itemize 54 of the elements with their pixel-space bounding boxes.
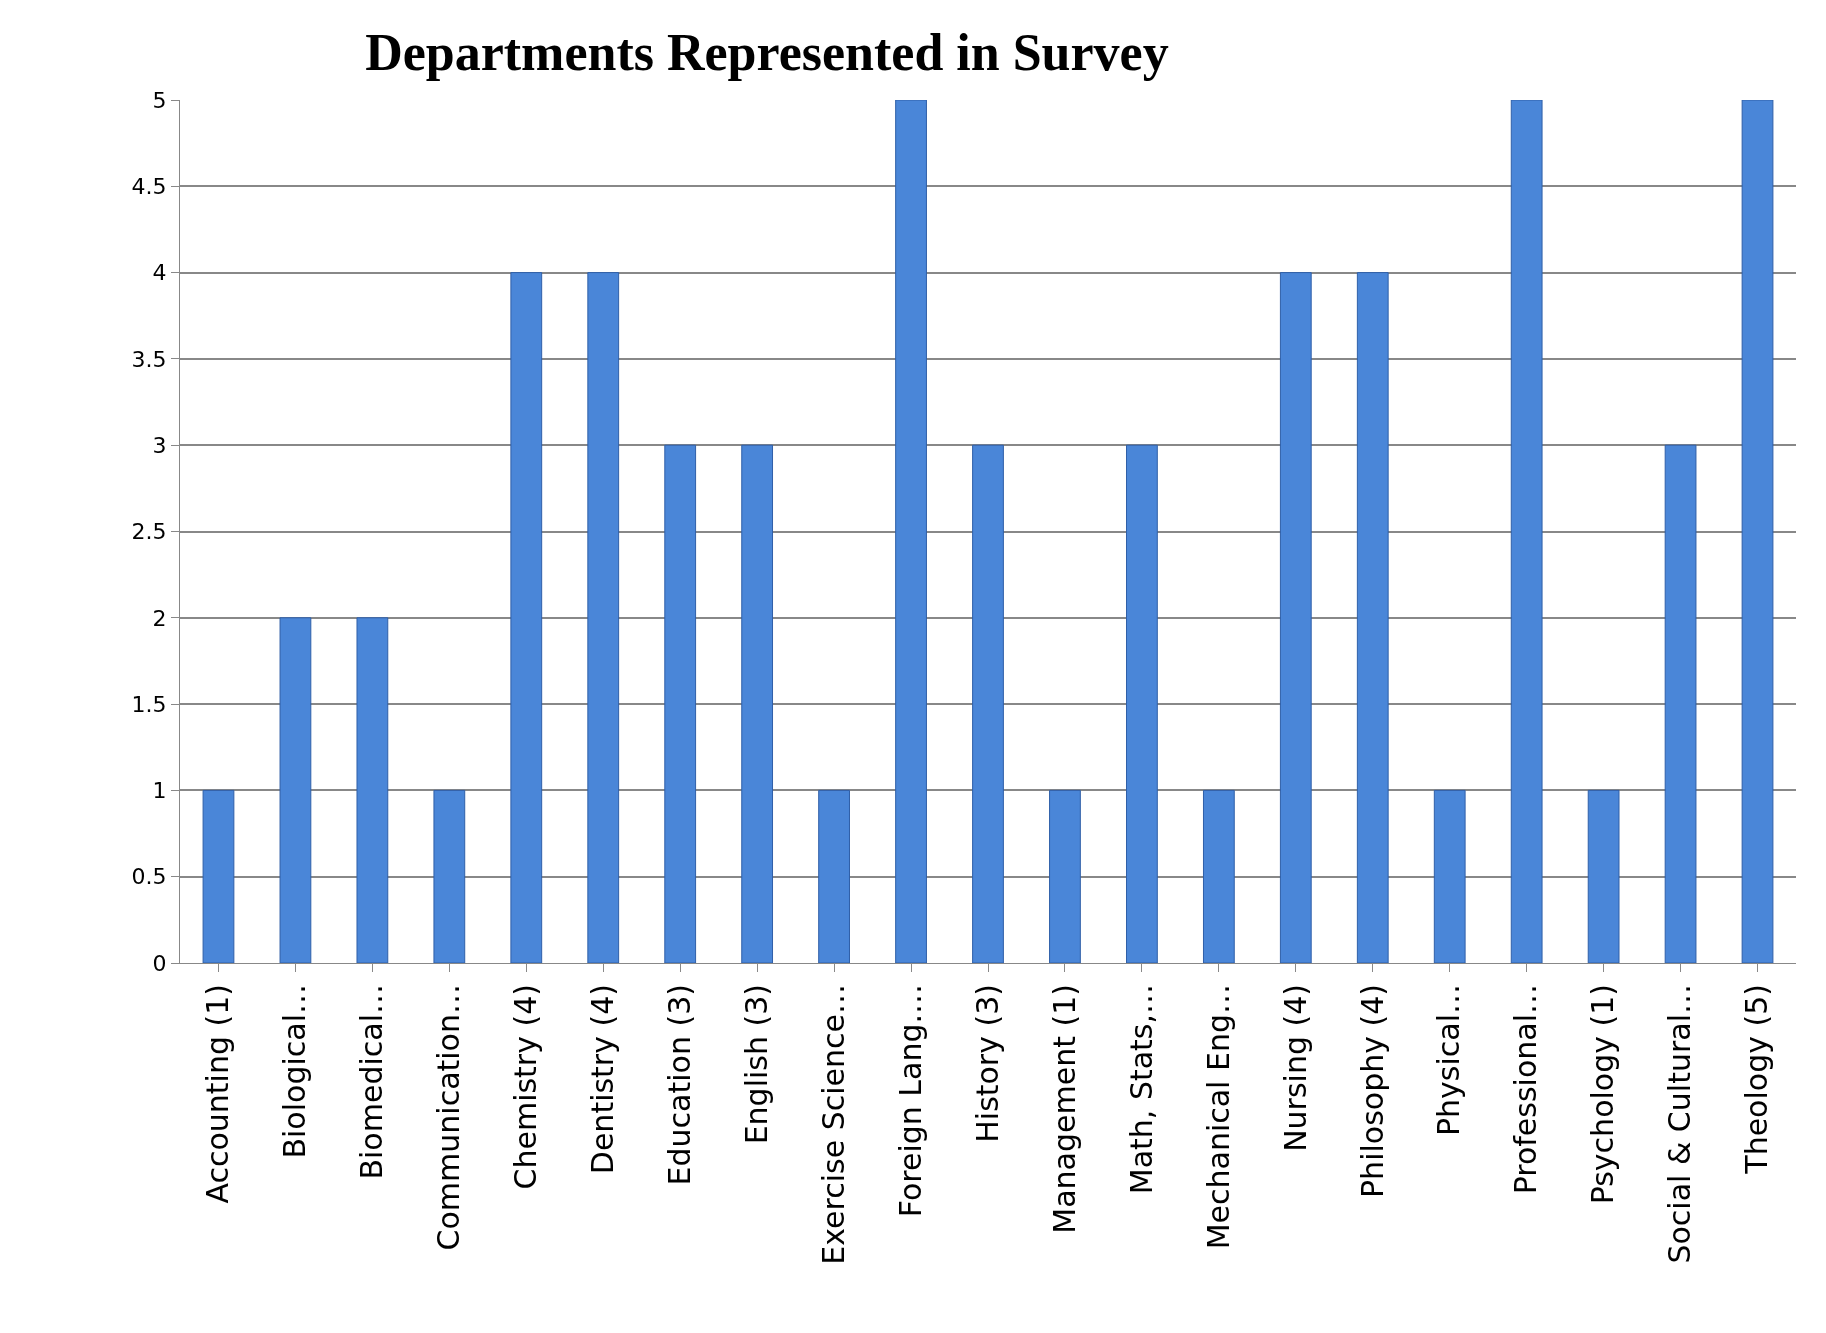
x-tick-label: Biological…: [277, 984, 313, 1159]
chart-title: Departments Represented in Survey: [365, 23, 1169, 81]
y-tick-label: 2.5: [131, 519, 167, 545]
x-tick-label: Nursing (4): [1277, 984, 1313, 1152]
y-tick-label: 1.5: [131, 691, 167, 717]
y-tick-label: 3.5: [131, 346, 167, 372]
x-tick-label: History (3): [969, 984, 1005, 1143]
bar: [1510, 100, 1543, 963]
x-tick-label: Professional…: [1508, 984, 1544, 1195]
bar: [587, 272, 620, 963]
x-tick-label: English (3): [738, 984, 774, 1145]
x-tick-label: Biomedical…: [354, 984, 390, 1180]
x-tick-label: Accounting (1): [200, 984, 236, 1204]
bar: [1126, 444, 1158, 963]
bar: [818, 789, 850, 963]
y-tick-label: 2: [152, 605, 167, 631]
x-tick-label: Foreign Lang.…: [892, 984, 928, 1218]
bar: [279, 617, 312, 963]
x-tick-label: Psychology (1): [1585, 984, 1621, 1205]
bar: [1279, 272, 1312, 963]
y-tick-label: 3: [152, 432, 167, 458]
bar: [1741, 100, 1774, 963]
bar: [1433, 789, 1466, 963]
x-tick-label: Physical…: [1431, 984, 1467, 1137]
x-tick-label: Theology (5): [1739, 984, 1775, 1175]
bar: [664, 444, 697, 963]
x-tick-label: Education (3): [661, 984, 697, 1186]
x-tick-label: Dentistry (4): [584, 984, 620, 1175]
x-tick-label: Math, Stats,…: [1123, 984, 1159, 1195]
x-tick-label: Communication…: [431, 984, 467, 1251]
x-tick-label: Exercise Science…: [815, 984, 851, 1265]
y-tick-label: 0: [152, 950, 167, 976]
bar: [510, 272, 543, 963]
bar: [1356, 272, 1389, 963]
y-tick-label: 1: [152, 778, 167, 804]
bar: [356, 617, 389, 963]
bar: [1664, 444, 1697, 963]
x-tick-label: Mechanical Eng…: [1200, 984, 1236, 1250]
y-tick-label: 0.5: [131, 864, 167, 890]
bar: [895, 100, 927, 963]
bar: [1049, 789, 1081, 963]
bar: [1587, 789, 1620, 963]
bar: [741, 444, 774, 963]
x-tick-label: Chemistry (4): [508, 984, 544, 1190]
x-tick-label: Social & Cultural…: [1662, 984, 1698, 1264]
bar: [433, 789, 466, 963]
x-tick-label: Philosophy (4): [1354, 984, 1390, 1198]
y-tick-label: 4.5: [131, 174, 167, 199]
bar: [202, 789, 235, 963]
bar: [1202, 789, 1235, 963]
y-tick-label: 4: [152, 260, 167, 286]
x-tick-label: Management (1): [1046, 984, 1082, 1234]
y-tick-label: 5: [152, 87, 167, 113]
bar: [972, 444, 1004, 963]
